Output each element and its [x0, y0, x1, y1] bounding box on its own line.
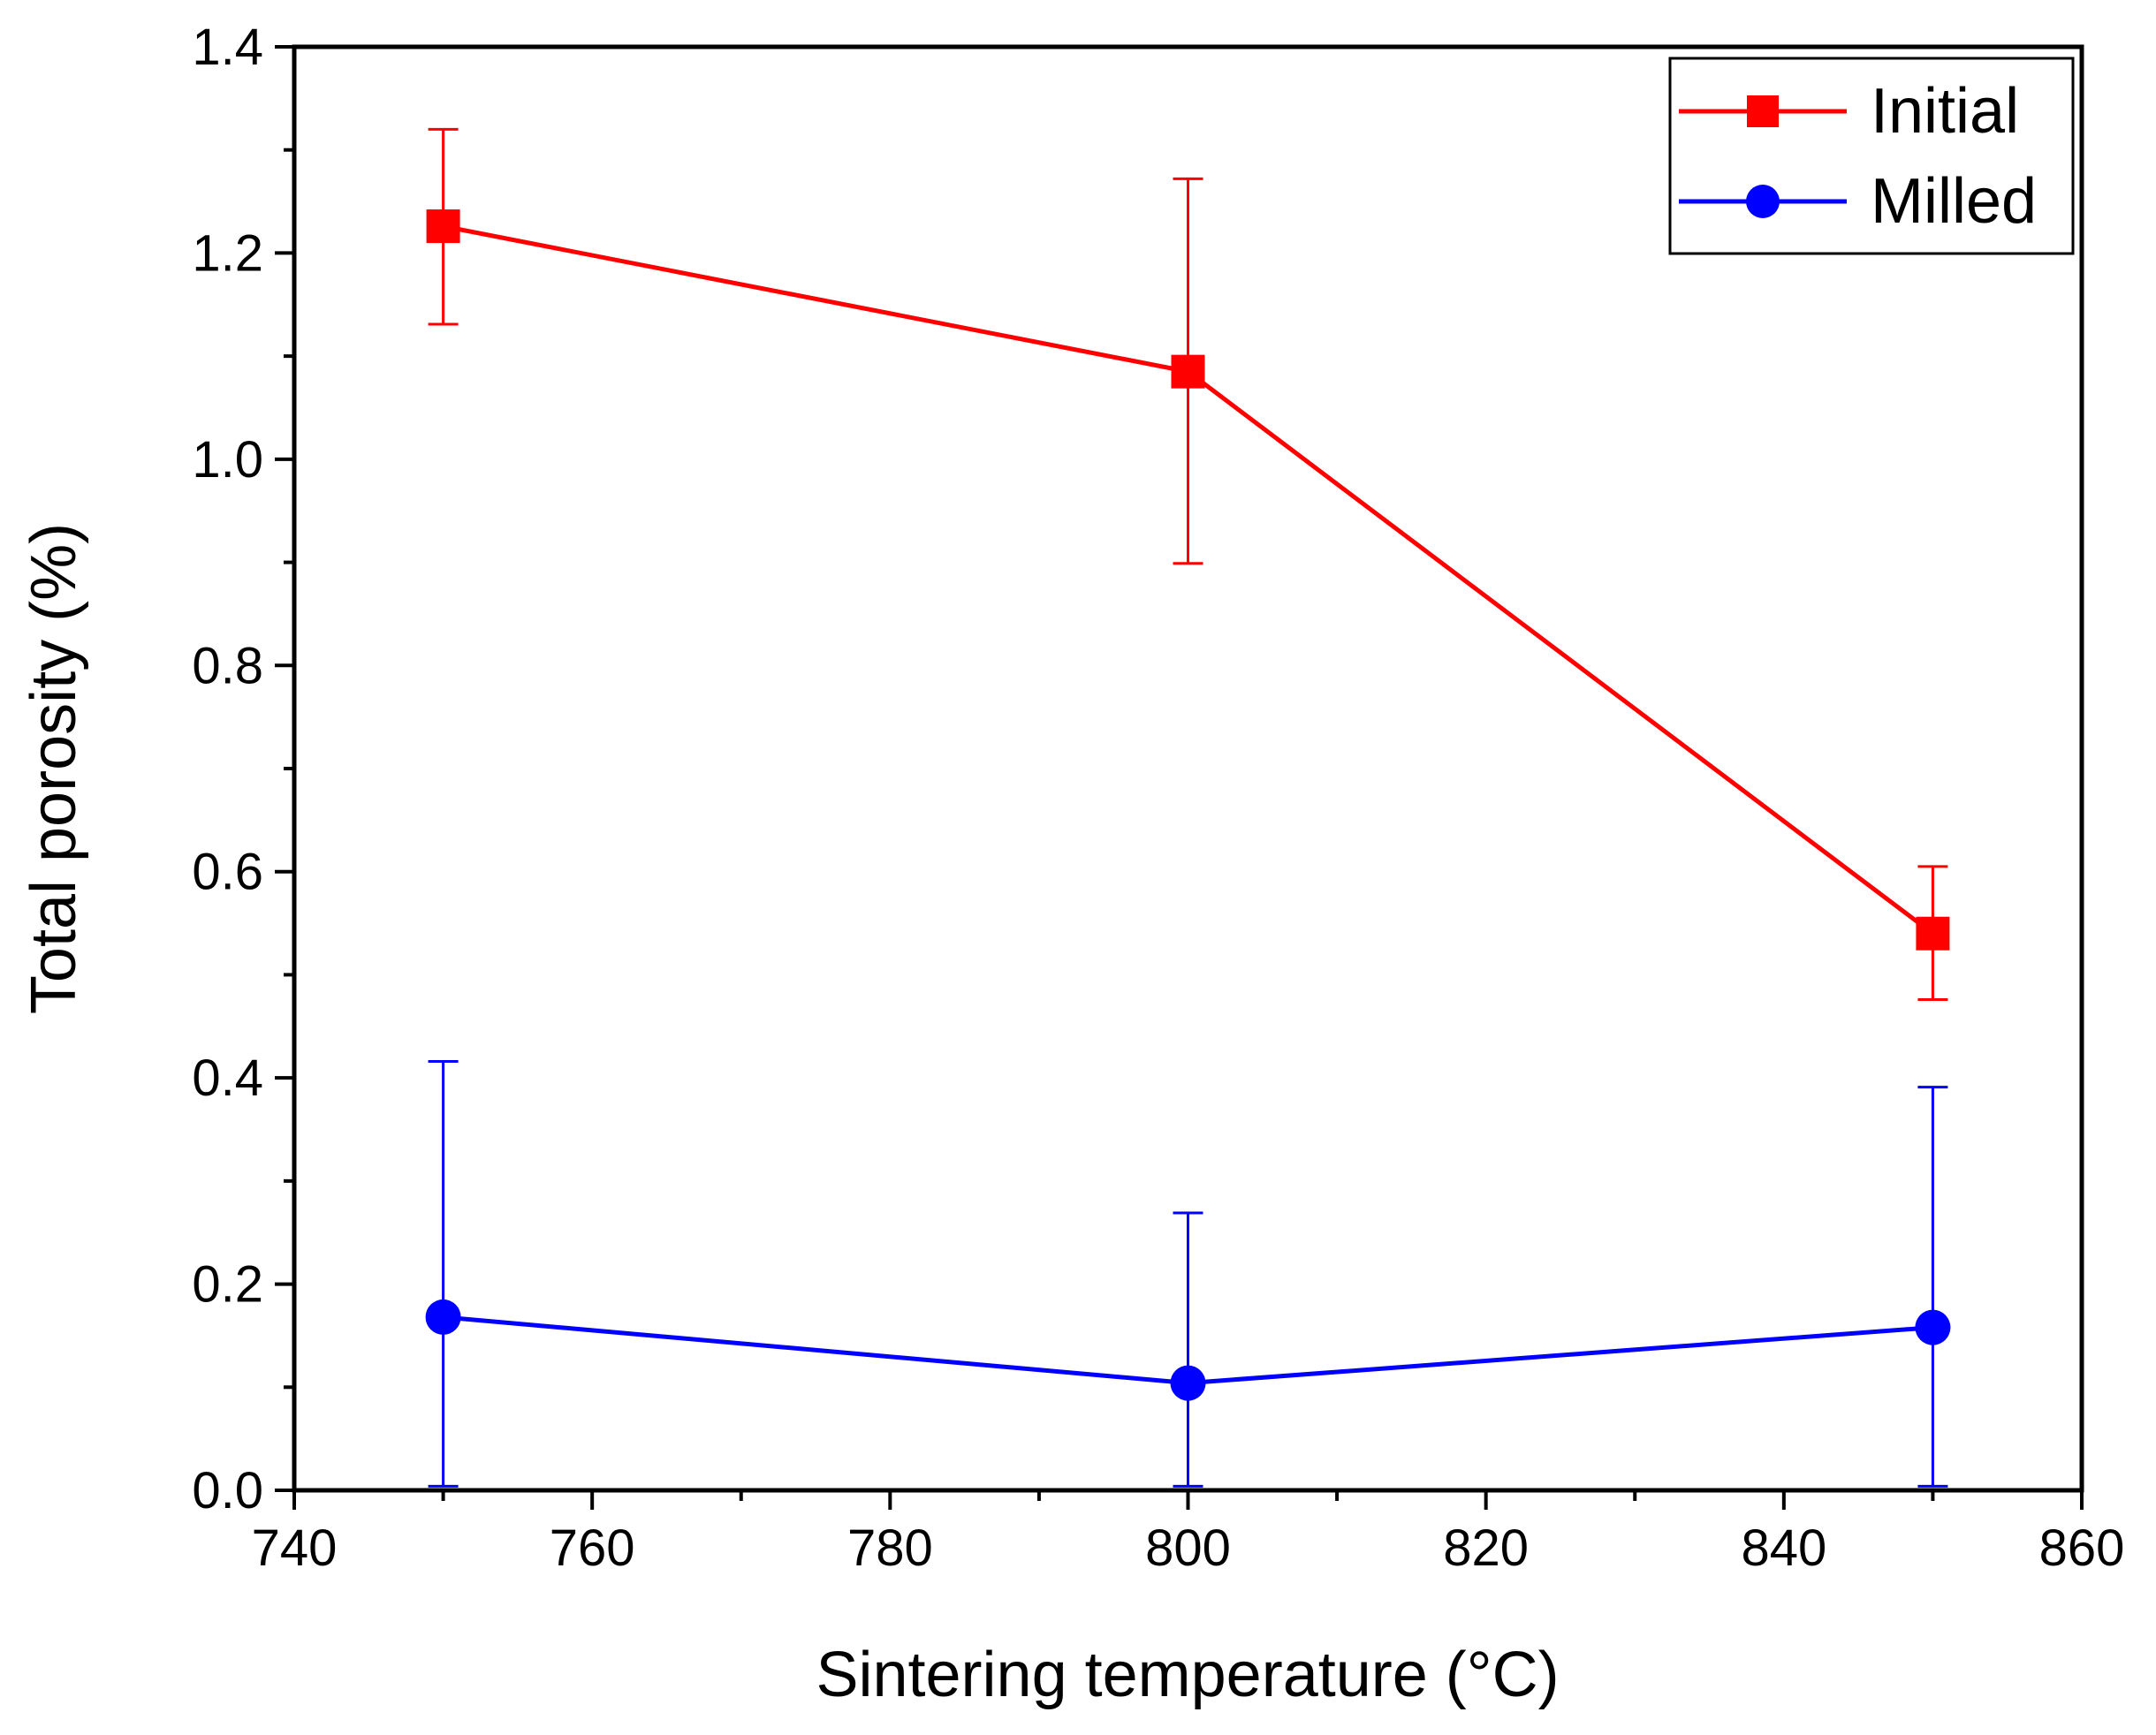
x-tick-label: 800: [1145, 1519, 1231, 1577]
series-layer: [425, 127, 1951, 1488]
data-point-circle: [1915, 1309, 1951, 1345]
legend: Initial Milled: [1668, 57, 2075, 255]
legend-box: [1668, 57, 2075, 255]
data-point-circle: [1170, 1365, 1206, 1401]
x-tick-label: 820: [1443, 1519, 1529, 1577]
y-tick-label: 0.2: [192, 1256, 263, 1314]
legend-entry-milled: Milled: [1679, 166, 2037, 237]
legend-label-initial: Initial: [1871, 76, 2019, 147]
x-tick-label: 860: [2039, 1519, 2125, 1577]
data-point-circle: [425, 1299, 461, 1335]
axis-tick-labels: 740 760 780 800 820 840 860 0.0 0.2 0.4 0.6 0.8 1.0 1…: [192, 19, 2124, 1577]
y-axis-title: Total porosity (%): [19, 523, 89, 1014]
x-axis-title: Sintering temperature (°C): [816, 1640, 1559, 1710]
legend-marker-circle: [1746, 185, 1780, 218]
data-point-square: [1171, 354, 1205, 389]
y-tick-label: 1.2: [192, 224, 263, 282]
x-tick-label: 760: [550, 1519, 635, 1577]
x-tick-label: 840: [1741, 1519, 1826, 1577]
y-tick-label: 1.4: [192, 19, 263, 76]
y-tick-label: 1.0: [192, 431, 263, 489]
legend-label-milled: Milled: [1871, 166, 2037, 237]
y-tick-label: 0.6: [192, 844, 263, 901]
series-initial: [426, 127, 1950, 1001]
series-milled: [425, 1059, 1951, 1488]
y-tick-label: 0.4: [192, 1049, 263, 1107]
axis-ticks: [275, 45, 2084, 1510]
x-tick-label: 780: [847, 1519, 933, 1577]
data-point-square: [1916, 916, 1950, 951]
y-tick-label: 0.0: [192, 1462, 263, 1519]
data-point-square: [426, 209, 460, 244]
x-tick-label: 740: [252, 1519, 338, 1577]
legend-marker-square: [1747, 95, 1779, 127]
y-tick-label: 0.8: [192, 637, 263, 694]
legend-entry-initial: Initial: [1679, 76, 2019, 147]
